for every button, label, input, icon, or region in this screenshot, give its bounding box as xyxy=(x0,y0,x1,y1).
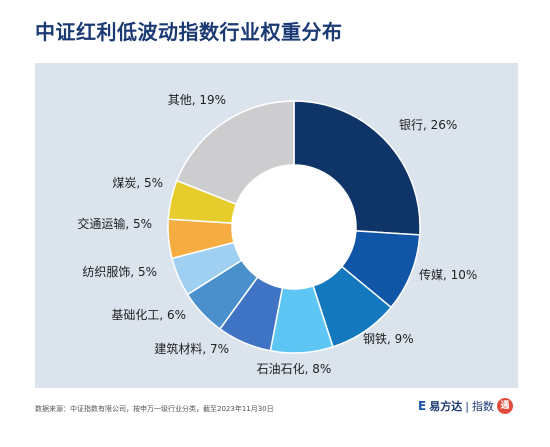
slice-label-1: 银行, 26% xyxy=(399,118,457,132)
donut-hole xyxy=(232,165,356,289)
slice-label-7: 纺织服饰, 5% xyxy=(82,265,157,279)
brand-logo: E 易方达 | 指数 通 xyxy=(418,398,513,414)
brand-e-mark: E xyxy=(418,399,427,413)
slice-label-6: 基础化工, 6% xyxy=(111,308,186,322)
slice-label-3: 钢铁, 9% xyxy=(363,332,414,346)
chart-title: 中证红利低波动指数行业权重分布 xyxy=(35,20,343,44)
slice-label-4: 石油石化, 8% xyxy=(257,362,332,376)
slice-label-2: 传媒, 10% xyxy=(419,267,477,282)
slice-label-10: 其他, 19% xyxy=(168,93,226,107)
data-source-note: 数据来源：中证指数有限公司，按申万一级行业分类，截至2023年11月30日 xyxy=(35,405,274,413)
brand-seal-icon: 通 xyxy=(496,398,513,414)
brand-name: 易方达 xyxy=(429,400,463,413)
slice-label-5: 建筑材料, 7% xyxy=(154,341,229,356)
brand-divider: | xyxy=(465,399,469,413)
brand-subtitle: 指数 xyxy=(471,400,494,413)
slice-label-8: 交通运输, 5% xyxy=(77,216,152,231)
slice-label-9: 煤炭, 5% xyxy=(112,176,163,190)
